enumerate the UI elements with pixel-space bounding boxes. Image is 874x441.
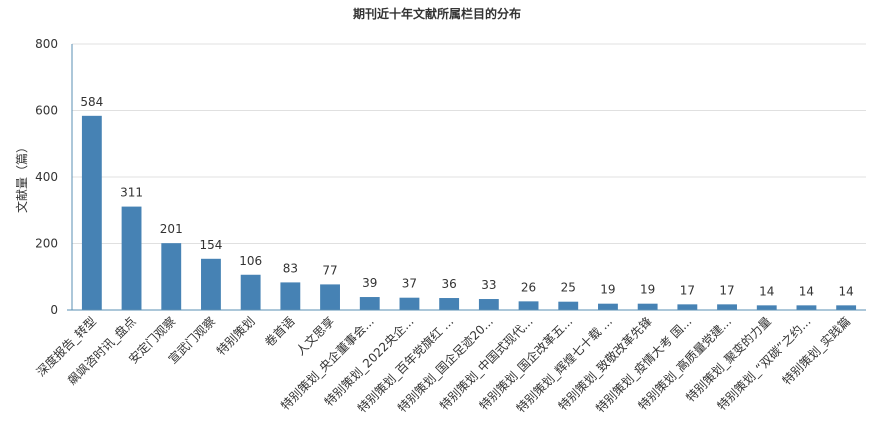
data-label: 14	[799, 284, 814, 298]
bar	[399, 297, 420, 310]
x-tick-label: 特别策划_实践篇	[779, 314, 853, 388]
data-label: 14	[759, 284, 774, 298]
y-tick-label: 0	[50, 303, 58, 317]
data-label: 154	[199, 238, 222, 252]
data-label: 584	[80, 95, 103, 109]
x-tick-label: 特别策划	[213, 314, 258, 359]
x-tick-label: 卷首语	[261, 314, 297, 350]
y-tick-label: 800	[35, 37, 58, 51]
data-label: 36	[442, 277, 457, 291]
bar	[756, 305, 777, 310]
bar	[240, 274, 261, 310]
y-tick-label: 400	[35, 170, 58, 184]
bar	[161, 243, 182, 310]
value-labels: 584 311 201 154 106 83 77 39 37 36 33 26 25 19 19 17 17 1…	[80, 95, 853, 299]
data-label: 25	[561, 281, 576, 295]
y-tick-label: 200	[35, 237, 58, 251]
bar	[598, 303, 618, 310]
data-label: 39	[362, 276, 377, 290]
bars	[81, 115, 857, 310]
data-label: 77	[322, 263, 337, 277]
data-label: 17	[680, 283, 695, 297]
data-label: 201	[160, 222, 183, 236]
data-label: 14	[839, 284, 854, 298]
bar	[717, 304, 737, 310]
bar	[320, 284, 340, 310]
chart-title: 期刊近十年文献所属栏目的分布	[353, 6, 521, 21]
y-axis-ticks: 0 200 400 600 800	[35, 37, 58, 317]
bar	[81, 115, 102, 310]
x-tick-label: 飙飒咨时讯_盘点	[64, 314, 138, 388]
bar	[121, 206, 142, 310]
bar	[836, 305, 857, 310]
bar	[439, 298, 460, 310]
data-label: 19	[640, 283, 655, 297]
bar	[201, 258, 221, 310]
data-label: 83	[283, 261, 298, 275]
data-label: 19	[600, 283, 615, 297]
bar	[280, 282, 301, 310]
data-label: 33	[481, 278, 496, 292]
data-label: 37	[402, 277, 417, 291]
data-label: 17	[719, 283, 734, 297]
bar	[558, 301, 579, 310]
bar	[637, 303, 658, 310]
bar	[518, 301, 539, 310]
data-label: 106	[239, 254, 262, 268]
y-axis-label: 文献量（篇）	[14, 141, 29, 213]
bar	[796, 305, 817, 310]
grid-lines	[72, 43, 866, 244]
axes	[67, 44, 866, 311]
y-tick-label: 600	[35, 104, 58, 118]
bar	[677, 304, 698, 310]
bar	[478, 299, 499, 310]
bar	[359, 297, 380, 310]
data-label: 26	[521, 280, 536, 294]
data-label: 311	[120, 186, 143, 200]
